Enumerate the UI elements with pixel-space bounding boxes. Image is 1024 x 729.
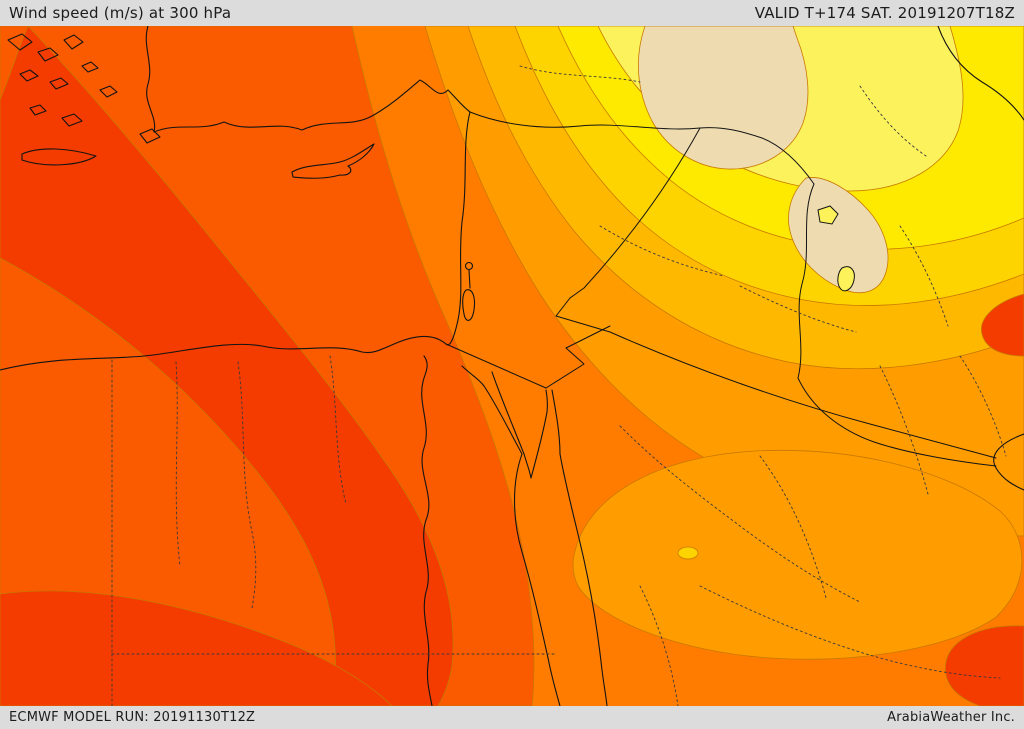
dead-sea <box>462 289 476 321</box>
credit-label: ArabiaWeather Inc. <box>887 710 1015 725</box>
persian-gulf-coast <box>993 433 1024 491</box>
syria-iraq-border <box>569 127 701 299</box>
title-bar: Wind speed (m/s) at 300 hPa VALID T+174 … <box>0 0 1024 26</box>
fill-cream-patch-a <box>638 26 809 170</box>
jordan-valley-lakes <box>462 261 476 321</box>
lake-urmia <box>837 266 855 292</box>
fill-bottom-right-red <box>944 625 1024 706</box>
map-title: Wind speed (m/s) at 300 hPa <box>9 4 232 22</box>
fill-bottom-left-red <box>0 590 393 706</box>
red-sea-coast <box>461 365 608 706</box>
valid-time-label: VALID T+174 SAT. 20191207T18Z <box>754 4 1015 22</box>
lake-van <box>817 205 839 225</box>
anatolian-lakes <box>817 205 855 292</box>
levant-and-egypt-coast <box>0 111 471 371</box>
iraq-saudi-border <box>555 297 997 459</box>
wind-map-canvas <box>0 26 1024 706</box>
turkey-coast <box>145 26 471 133</box>
caspian-coast-corner <box>937 26 1024 121</box>
aegean-islands <box>7 33 161 166</box>
country-borders <box>445 111 997 467</box>
model-run-label: ECMWF MODEL RUN: 20191130T12Z <box>9 710 256 725</box>
admin-borders-dotted <box>111 65 1007 706</box>
fill-bottom-right-light-blob <box>572 450 1023 660</box>
jordan-saudi-border <box>545 325 611 389</box>
gulf-of-aqaba-east-shore <box>551 389 608 706</box>
cyprus-island <box>291 143 375 179</box>
gulf-of-suez-west-shore <box>461 365 561 706</box>
sinai-east-coast <box>530 389 548 479</box>
fill-small-maximum-ring <box>677 546 699 560</box>
nile-river <box>421 355 433 706</box>
iraq-iran-border <box>797 183 997 467</box>
egypt-israel-border <box>445 343 547 389</box>
fill-cream-patch-b <box>788 177 889 294</box>
fill-right-red-wedge <box>981 293 1024 357</box>
coastlines <box>0 26 1024 706</box>
wind-speed-fills <box>0 26 1024 706</box>
footer-bar: ECMWF MODEL RUN: 20191130T12Z ArabiaWeat… <box>0 706 1024 729</box>
sinai-west-coast <box>491 371 532 479</box>
fill-west-red-core <box>0 26 454 706</box>
turkey-syria-border <box>469 111 815 185</box>
